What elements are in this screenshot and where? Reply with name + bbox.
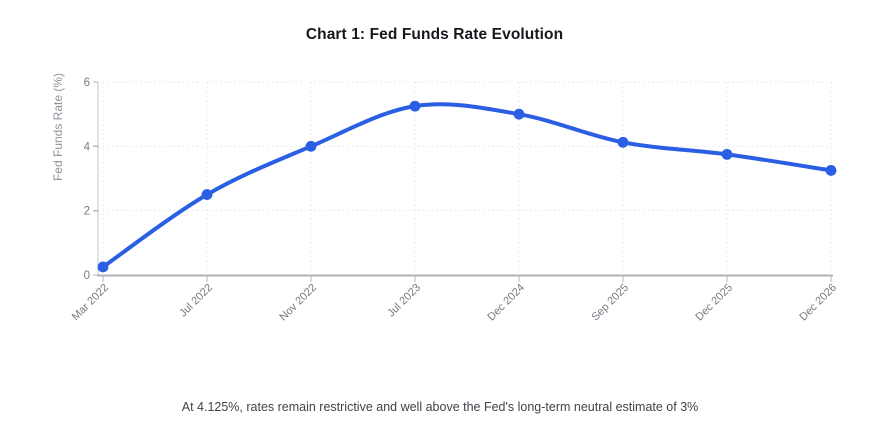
data-point — [97, 261, 109, 273]
x-tick-label: Mar 2022 — [70, 282, 111, 323]
x-tick-label: Sep 2025 — [589, 282, 631, 324]
x-tick-label: Dec 2024 — [485, 282, 527, 324]
data-point — [409, 100, 421, 112]
data-point — [825, 165, 837, 176]
x-tick-label: Dec 2026 — [797, 282, 839, 324]
y-tick-label: 0 — [84, 270, 90, 282]
data-point — [721, 148, 733, 160]
x-tick-label: Dec 2025 — [693, 282, 735, 324]
data-point — [617, 136, 629, 148]
x-tick-label: Jul 2023 — [385, 282, 423, 320]
y-tick-label: 6 — [84, 77, 90, 89]
y-axis-title: Fed Funds Rate (%) — [51, 72, 65, 182]
series-line — [101, 102, 833, 269]
chart-caption: At 4.125%, rates remain restrictive and … — [181, 400, 699, 414]
data-point — [513, 108, 525, 120]
y-tick-label: 4 — [84, 141, 91, 153]
data-point — [201, 189, 213, 200]
x-tick-label: Jul 2022 — [177, 282, 215, 320]
x-tick-label: Nov 2022 — [277, 282, 319, 324]
y-tick-label: 2 — [84, 206, 90, 218]
chart-title: Chart 1: Fed Funds Rate Evolution — [305, 26, 564, 43]
data-point — [305, 140, 317, 152]
